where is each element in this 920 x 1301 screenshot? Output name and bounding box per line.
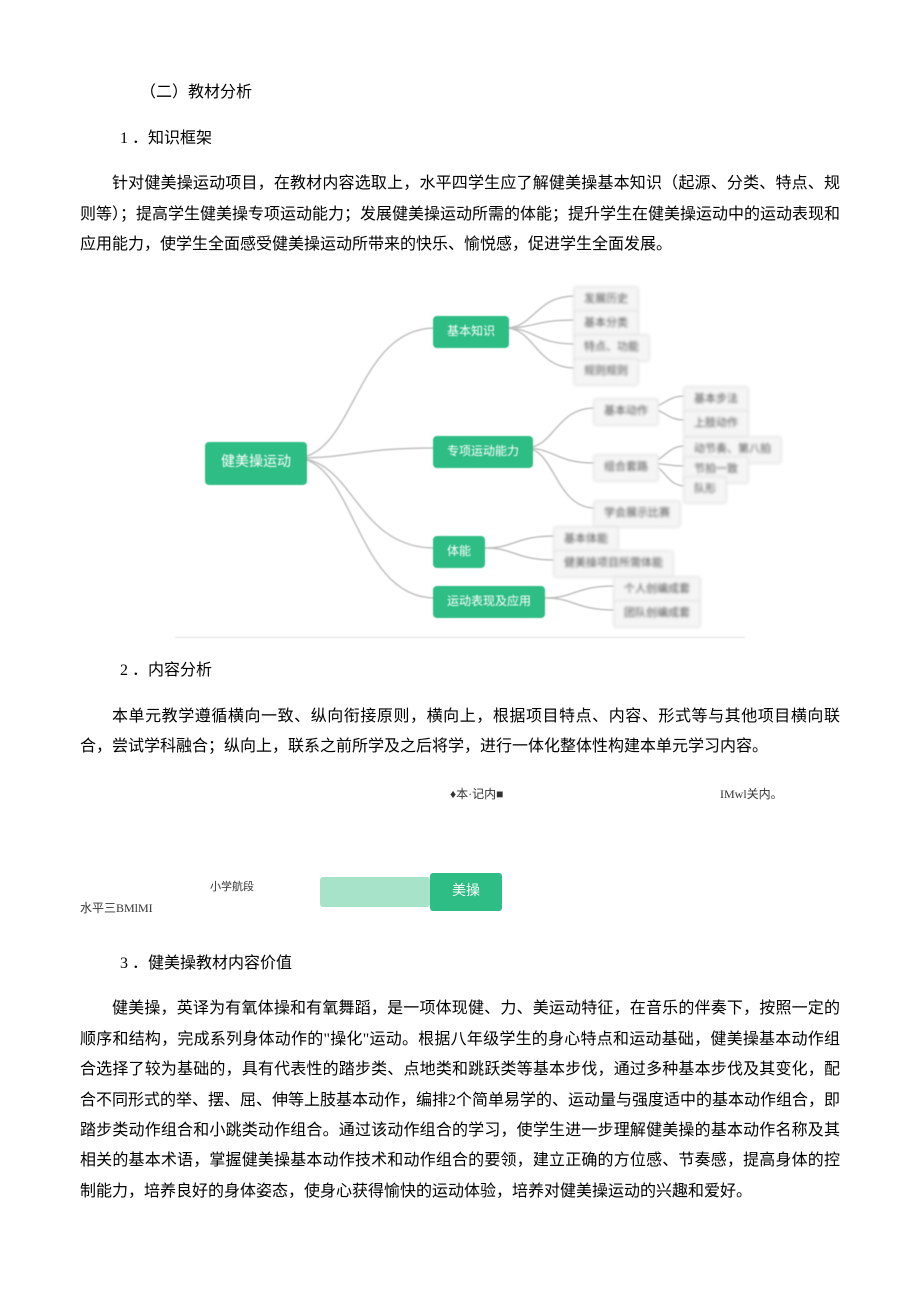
mindmap-leaf: 规则规则 — [573, 358, 639, 386]
d2-left-sub: 水平三BMlMI — [80, 899, 153, 918]
mindmap-branch-0: 基本知识 — [433, 316, 509, 347]
sub1-paragraph: 针对健美操运动项目，在教材内容选取上，水平四学生应了解健美操基本知识（起源、分类… — [80, 169, 840, 260]
sub2-heading: 2 ．内容分析 — [120, 658, 840, 684]
d2-block-center: 美操 — [430, 873, 502, 911]
mindmap-leaf: 学会展示比赛 — [593, 500, 681, 528]
mindmap-root: 健美操运动 — [205, 442, 307, 484]
mindmap-leaf: 组合套路 — [593, 454, 659, 482]
mindmap-leaf: 基本动作 — [593, 398, 659, 426]
mindmap-leaf: 上肢动作 — [683, 410, 749, 438]
mindmap-diagram: 健美操运动 基本知识 发展历史 基本分类 特点、功能 规则规则 专项运动能力 基… — [175, 278, 745, 638]
d2-top-right: IMwl关内。 — [720, 785, 783, 804]
d2-left-label: 小学航段 — [210, 879, 254, 897]
mindmap-leaf: 队形 — [683, 476, 727, 504]
sub1-heading: 1 ．知识框架 — [120, 126, 840, 152]
sub3-heading: 3 ．健美操教材内容价值 — [120, 951, 840, 977]
sub2-paragraph: 本单元教学遵循横向一致、纵向衔接原则，横向上，根据项目特点、内容、形式等与其他项… — [80, 702, 840, 763]
mindmap-branch-3: 运动表现及应用 — [433, 586, 545, 617]
diagram2: ♦本·记内■ IMwl关内。 小学航段 水平三BMlMI 美操 — [80, 781, 840, 941]
sub3-paragraph: 健美操，英译为有氧体操和有氧舞蹈，是一项体现健、力、美运动特征，在音乐的伴奏下，… — [80, 994, 840, 1207]
mindmap-leaf: 团队创编成套 — [613, 600, 701, 628]
section-title: （二）教材分析 — [140, 80, 840, 106]
mindmap-branch-1: 专项运动能力 — [433, 436, 533, 467]
mindmap-branch-2: 体能 — [433, 536, 485, 567]
d2-top-left: ♦本·记内■ — [450, 785, 503, 804]
mindmap-leaf: 健美操项目所需体能 — [553, 550, 674, 578]
d2-block-light — [320, 877, 430, 907]
